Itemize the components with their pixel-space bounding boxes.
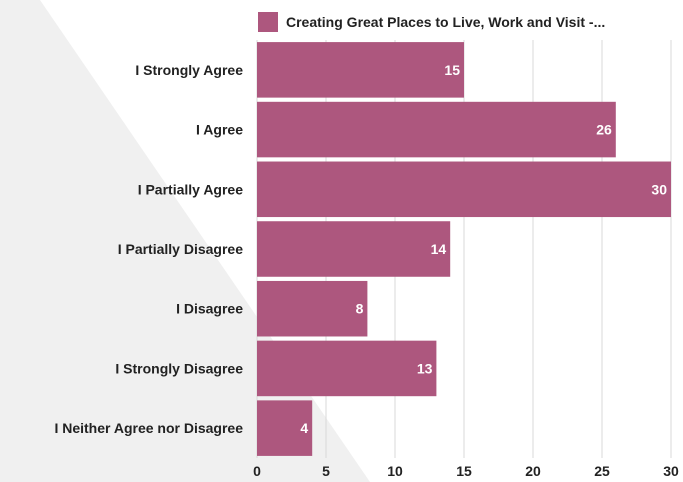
category-label: I Neither Agree nor Disagree <box>54 420 243 436</box>
x-tick-label: 5 <box>322 463 330 479</box>
category-label: I Partially Agree <box>138 181 244 197</box>
bar <box>257 221 451 277</box>
category-label: I Strongly Disagree <box>115 360 243 376</box>
x-tick-label: 20 <box>525 463 541 479</box>
value-label: 26 <box>596 122 612 138</box>
legend-swatch <box>258 12 278 32</box>
value-label: 8 <box>356 301 364 317</box>
labels: 0 5 10 15 20 25 30 I Strongly Agree 15 I Agree 26 I… <box>54 62 679 479</box>
value-label: 30 <box>651 181 667 197</box>
value-label: 13 <box>417 360 433 376</box>
x-tick-label: 30 <box>663 463 679 479</box>
x-tick-label: 15 <box>456 463 472 479</box>
category-label: I Agree <box>196 122 243 138</box>
legend-label: Creating Great Places to Live, Work and … <box>286 14 606 30</box>
x-tick-label: 25 <box>594 463 610 479</box>
bar <box>257 101 616 158</box>
bar <box>257 42 464 98</box>
value-label: 4 <box>300 420 308 436</box>
value-label: 15 <box>444 62 460 78</box>
category-label: I Disagree <box>176 301 243 317</box>
category-label: I Partially Disagree <box>118 241 244 257</box>
bar <box>257 400 313 456</box>
x-tick-label: 10 <box>387 463 403 479</box>
value-label: 14 <box>431 241 447 257</box>
category-label: I Strongly Agree <box>135 62 243 78</box>
legend: Creating Great Places to Live, Work and … <box>258 12 605 32</box>
bars <box>257 42 671 456</box>
bar <box>257 161 671 218</box>
x-tick-label: 0 <box>253 463 261 479</box>
bar <box>257 280 368 337</box>
bar <box>257 340 437 397</box>
